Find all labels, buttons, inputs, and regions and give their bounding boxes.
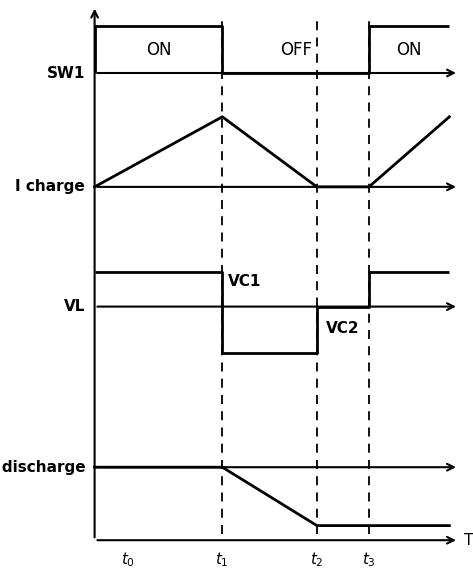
Text: ON: ON xyxy=(396,41,422,58)
Text: I charge: I charge xyxy=(16,179,85,194)
Text: $t_1$: $t_1$ xyxy=(216,551,229,569)
Text: VL: VL xyxy=(64,299,85,314)
Text: SW1: SW1 xyxy=(47,65,85,81)
Text: ON: ON xyxy=(146,41,171,58)
Text: Time: Time xyxy=(464,533,473,548)
Text: VC2: VC2 xyxy=(326,321,360,336)
Text: $t_2$: $t_2$ xyxy=(310,551,324,569)
Text: $t_3$: $t_3$ xyxy=(362,551,376,569)
Text: I discharge: I discharge xyxy=(0,460,85,475)
Text: VC1: VC1 xyxy=(228,274,262,290)
Text: OFF: OFF xyxy=(280,41,312,58)
Text: $t_0$: $t_0$ xyxy=(121,551,135,569)
